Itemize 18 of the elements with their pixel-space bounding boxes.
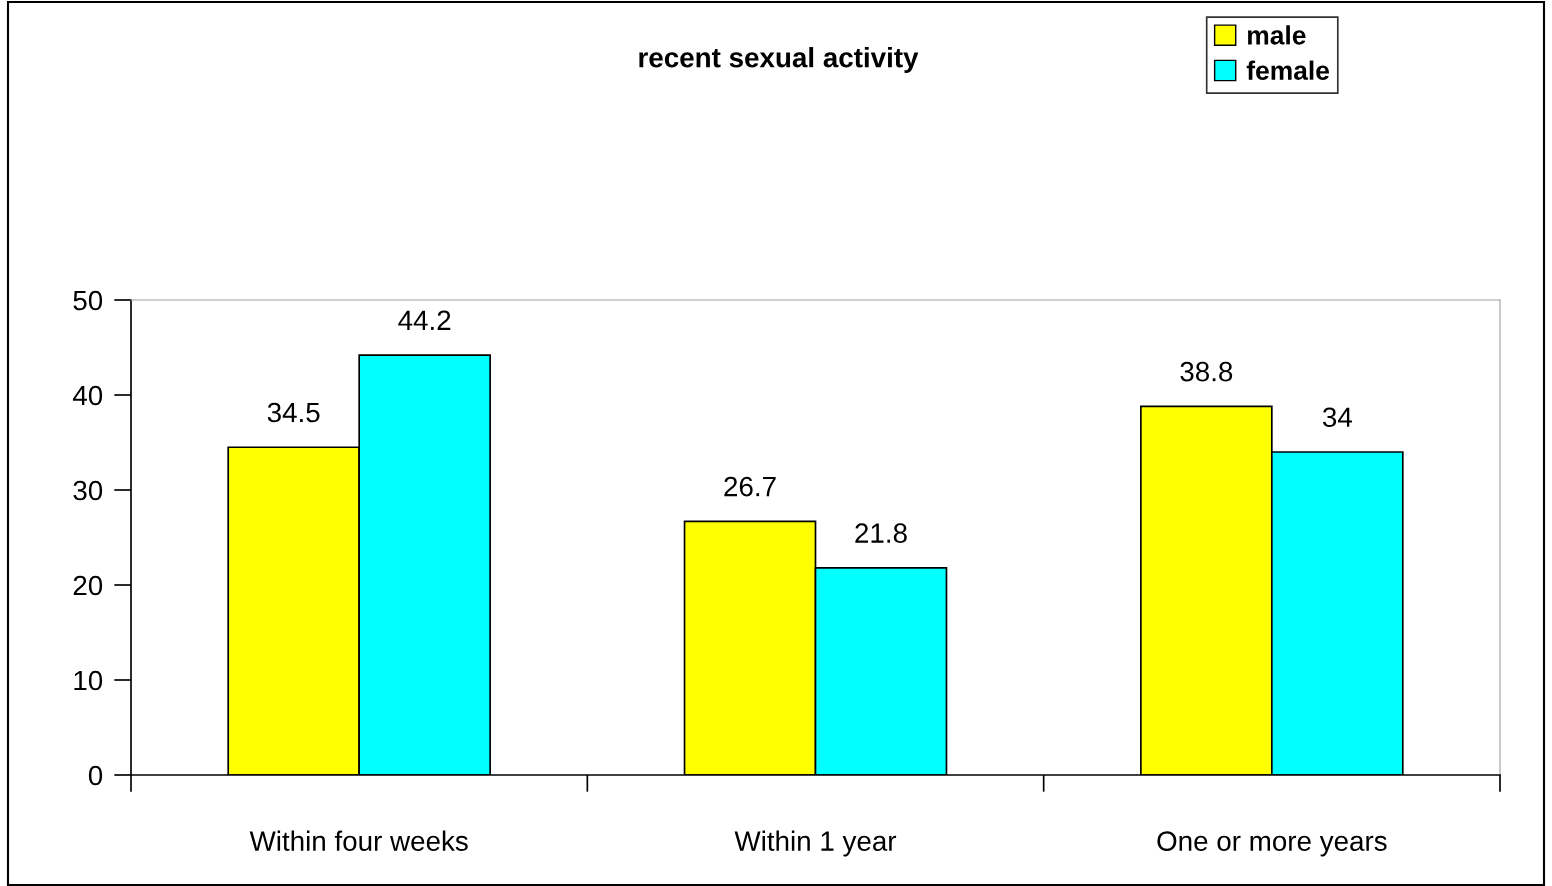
legend-label: female — [1246, 60, 1329, 80]
data-label: 38.8 — [1180, 361, 1233, 382]
y-tick-label: 0 — [88, 765, 103, 786]
y-tick-label: 40 — [72, 385, 103, 406]
data-label: 26.7 — [724, 476, 776, 497]
data-label: 34 — [1322, 407, 1352, 428]
data-label: 34.5 — [267, 402, 320, 423]
data-label: 44.2 — [398, 310, 451, 330]
y-tick-label: 50 — [73, 290, 103, 311]
x-tick-label: One or more years — [1157, 831, 1387, 857]
y-tick-label: 20 — [73, 575, 103, 596]
x-tick-label: Within 1 year — [734, 830, 897, 857]
x-tick-label: Within four weeks — [249, 830, 468, 851]
chart-title: recent sexual activity — [639, 47, 919, 73]
legend-label: male — [1248, 25, 1306, 45]
y-tick-label: 10 — [74, 670, 103, 691]
data-label: 21.8 — [855, 523, 907, 543]
y-tick-label: 30 — [73, 480, 103, 501]
